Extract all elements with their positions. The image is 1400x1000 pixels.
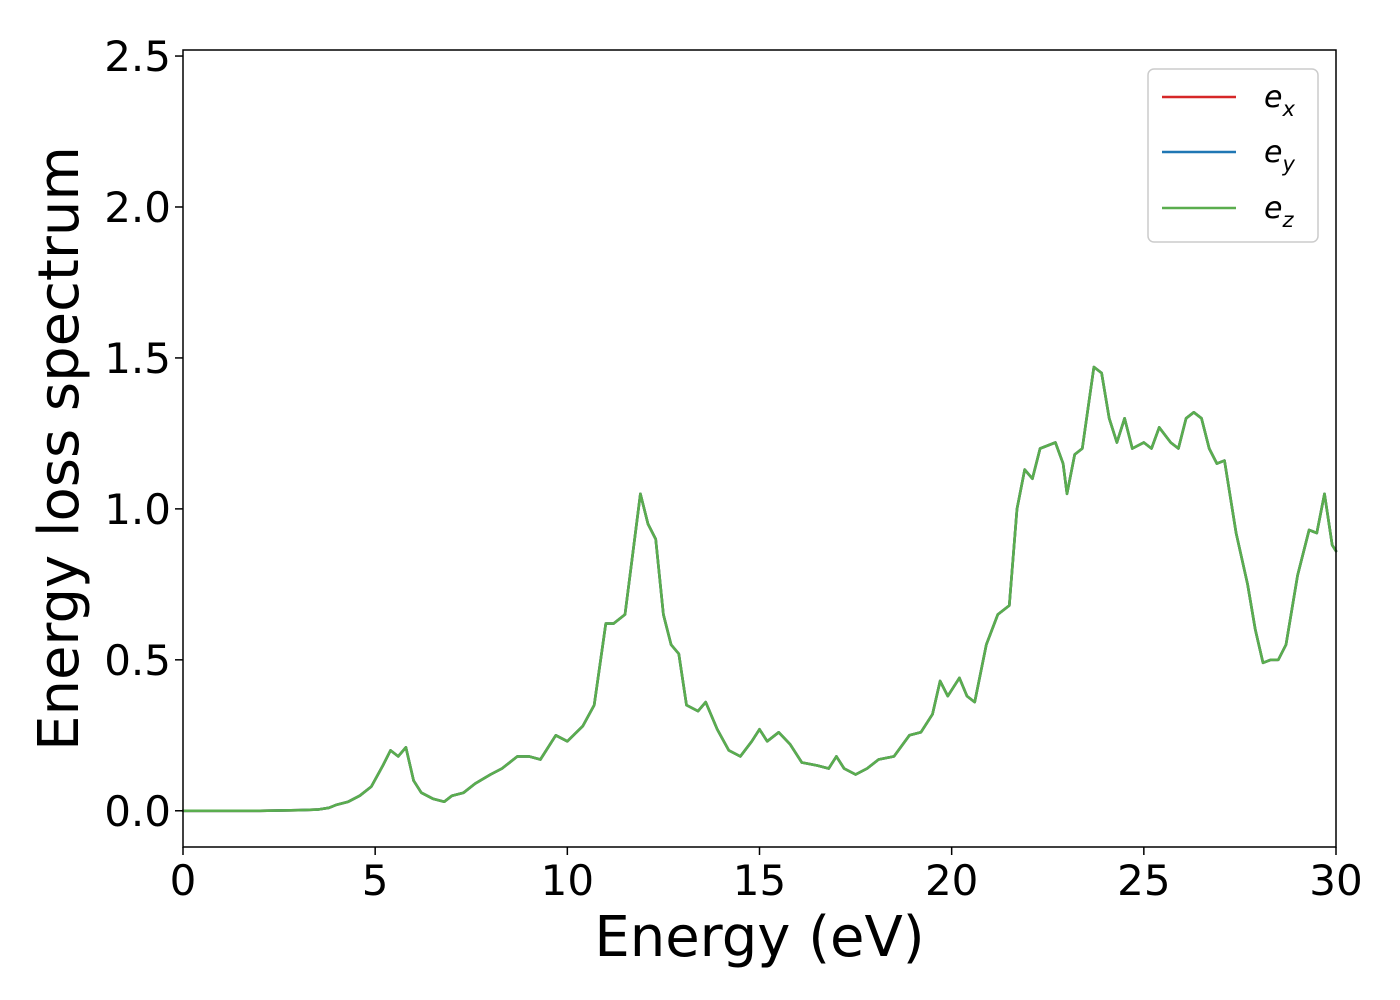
x-tick-label: 0	[170, 856, 197, 905]
x-tick-label: 10	[541, 856, 594, 905]
y-tick-label: 2.0	[104, 183, 171, 232]
legend-label-base: e	[1264, 135, 1282, 170]
y-tick-label: 1.5	[104, 334, 171, 383]
legend-label-ey: ey	[1264, 135, 1295, 176]
x-tick-label: 20	[925, 856, 978, 905]
x-tick-label: 15	[733, 856, 786, 905]
y-tick-label: 0.5	[104, 636, 171, 685]
y-axis-label: Energy loss spectrum	[27, 146, 92, 751]
x-tick-label: 5	[362, 856, 389, 905]
legend-label-base: e	[1264, 80, 1282, 115]
legend-label-ez: ez	[1264, 191, 1294, 232]
x-axis: 0 5 10 15 20 25 30	[170, 847, 1363, 905]
legend-label-subscript: z	[1281, 208, 1294, 232]
y-tick-label: 1.0	[104, 485, 171, 534]
y-tick-label: 0.0	[104, 787, 171, 836]
y-tick-label: 2.5	[104, 32, 171, 81]
legend-label-base: e	[1264, 191, 1282, 226]
legend-label-ex: ex	[1264, 80, 1295, 121]
x-tick-label: 25	[1117, 856, 1170, 905]
legend-box	[1147, 68, 1319, 243]
x-axis-label: Energy (eV)	[594, 905, 924, 970]
series-layer	[181, 365, 1338, 813]
legend-label-subscript: y	[1281, 152, 1295, 176]
legend-label-subscript: x	[1281, 97, 1295, 121]
x-tick-label: 30	[1309, 856, 1362, 905]
y-axis: 0.0 0.5 1.0 1.5 2.0 2.5	[104, 32, 183, 836]
series-line-ez	[181, 365, 1338, 813]
